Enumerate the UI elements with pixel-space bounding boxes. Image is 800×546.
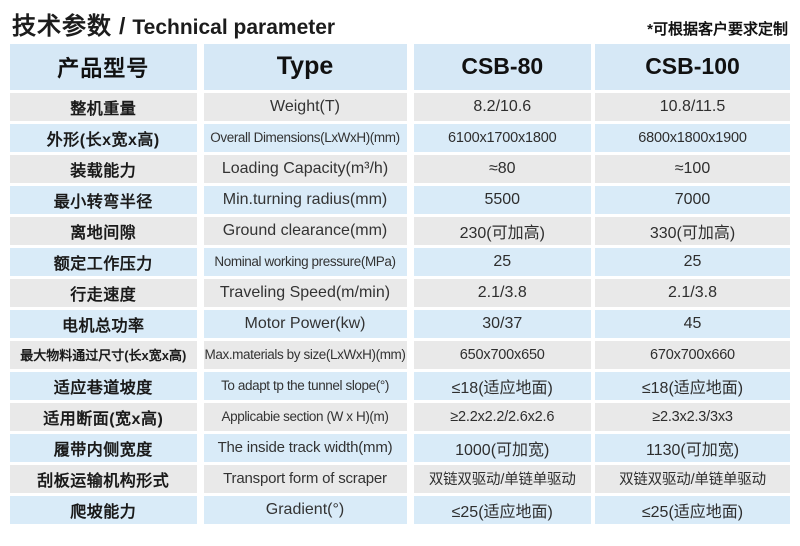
title-separator: / [119,13,126,39]
cell-value-csb-80: 双链双驱动/单链单驱动 [410,463,595,496]
cell-value-csb-100: 25 [593,246,790,279]
cell-parameter-name-cn: 适应巷道坡度 [10,370,204,403]
cell-value-csb-80: 5500 [410,184,595,217]
cell-value-csb-80: 25 [410,246,595,279]
page-title-cn: 技术参数 [12,13,112,40]
cell-value-csb-100: 2.1/3.8 [593,277,790,310]
cell-parameter-name-cn: 适用断面(宽x高) [10,401,204,434]
table-body: 整机重量 Weight(T) 8.2/10.6 10.8/11.5 外形(长x宽x高) O… [10,91,790,527]
cell-value-csb-100: 670x700x660 [593,339,790,372]
cell-parameter-name-cn: 最大物料通过尺寸(长x宽x高) [10,339,204,372]
cell-value-csb-80: ≈80 [410,153,595,186]
header-csb-80: CSB-80 [410,44,595,93]
cell-parameter-name-en: Applicabie section (W x H)(m) [200,401,414,434]
header-product-model: 产品型号 [10,44,204,93]
table-row: 履带内侧宽度 The inside track width(mm) 1000(可加宽… [10,432,790,465]
table-row: 最大物料通过尺寸(长x宽x高) Max.materials by size(LxW… [10,339,790,372]
cell-value-csb-100: ≤18(适应地面) [593,370,790,403]
cell-parameter-name-en: Weight(T) [200,91,414,124]
cell-value-csb-80: 30/37 [410,308,595,341]
table-row: 适用断面(宽x高) Applicabie section (W x H)(m) ≥2… [10,401,790,434]
cell-value-csb-100: ≥2.3x2.3/3x3 [593,401,790,434]
cell-parameter-name-en: Min.turning radius(mm) [200,184,414,217]
table-row: 行走速度 Traveling Speed(m/min) 2.1/3.8 2.1/3.8 [10,277,790,310]
page-title-en: Technical parameter [132,16,336,39]
header-csb-100: CSB-100 [593,44,790,93]
cell-parameter-name-en: Gradient(°) [200,494,414,527]
table-row: 电机总功率 Motor Power(kw) 30/37 45 [10,308,790,341]
cell-parameter-name-cn: 行走速度 [10,277,204,310]
cell-value-csb-100: 双链双驱动/单链单驱动 [593,463,790,496]
cell-value-csb-80: 2.1/3.8 [410,277,595,310]
cell-value-csb-100: ≤25(适应地面) [593,494,790,527]
cell-value-csb-100: ≈100 [593,153,790,186]
cell-value-csb-100: 6800x1800x1900 [593,122,790,155]
cell-parameter-name-en: Nominal working pressure(MPa) [200,246,414,279]
cell-value-csb-80: 8.2/10.6 [410,91,595,124]
cell-value-csb-80: 1000(可加宽) [410,432,595,465]
cell-parameter-name-cn: 最小转弯半径 [10,184,204,217]
cell-value-csb-100: 330(可加高) [593,215,790,248]
cell-parameter-name-cn: 电机总功率 [10,308,204,341]
title-bar: 技术参数 / Technical parameter *可根据客户要求定制 [10,5,790,41]
cell-value-csb-100: 1130(可加宽) [593,432,790,465]
cell-value-csb-80: ≥2.2x2.2/2.6x2.6 [410,401,595,434]
cell-parameter-name-cn: 整机重量 [10,91,204,124]
table-row: 额定工作压力 Nominal working pressure(MPa) 25 25 [10,246,790,279]
cell-parameter-name-en: Motor Power(kw) [200,308,414,341]
cell-value-csb-80: ≤18(适应地面) [410,370,595,403]
cell-value-csb-80: 6100x1700x1800 [410,122,595,155]
header-row: 产品型号 Type CSB-80 CSB-100 [10,44,790,93]
cell-parameter-name-cn: 爬坡能力 [10,494,204,527]
table-row: 刮板运输机构形式 Transport form of scraper 双链双驱动/单… [10,463,790,496]
technical-parameter-table: 产品型号 Type CSB-80 CSB-100 整机重量 Weight(T) 8.… [10,44,790,527]
cell-parameter-name-en: The inside track width(mm) [200,432,414,465]
table-row: 适应巷道坡度 To adapt tp the tunnel slope(°) ≤18… [10,370,790,403]
page-title: 技术参数 / Technical parameter [12,6,335,41]
cell-value-csb-80: 650x700x650 [410,339,595,372]
cell-value-csb-80: 230(可加高) [410,215,595,248]
header-type: Type [200,44,414,93]
cell-parameter-name-cn: 刮板运输机构形式 [10,463,204,496]
table-row: 离地间隙 Ground clearance(mm) 230(可加高) 330(可加高) [10,215,790,248]
cell-parameter-name-cn: 外形(长x宽x高) [10,122,204,155]
cell-parameter-name-cn: 履带内侧宽度 [10,432,204,465]
cell-parameter-name-en: Transport form of scraper [200,463,414,496]
cell-parameter-name-en: Traveling Speed(m/min) [200,277,414,310]
table-row: 整机重量 Weight(T) 8.2/10.6 10.8/11.5 [10,91,790,124]
table-header: 产品型号 Type CSB-80 CSB-100 [10,44,790,93]
cell-parameter-name-cn: 装载能力 [10,153,204,186]
cell-parameter-name-en: Overall Dimensions(LxWxH)(mm) [200,122,414,155]
cell-value-csb-100: 10.8/11.5 [593,91,790,124]
cell-value-csb-80: ≤25(适应地面) [410,494,595,527]
cell-parameter-name-en: To adapt tp the tunnel slope(°) [200,370,414,403]
cell-parameter-name-en: Loading Capacity(m³/h) [200,153,414,186]
cell-parameter-name-en: Max.materials by size(LxWxH)(mm) [200,339,414,372]
table-row: 爬坡能力 Gradient(°) ≤25(适应地面) ≤25(适应地面) [10,494,790,527]
cell-parameter-name-en: Ground clearance(mm) [200,215,414,248]
customization-note: *可根据客户要求定制 [647,21,788,38]
cell-parameter-name-cn: 额定工作压力 [10,246,204,279]
cell-value-csb-100: 7000 [593,184,790,217]
cell-value-csb-100: 45 [593,308,790,341]
cell-parameter-name-cn: 离地间隙 [10,215,204,248]
table-row: 外形(长x宽x高) Overall Dimensions(LxWxH)(mm) 61… [10,122,790,155]
table-row: 最小转弯半径 Min.turning radius(mm) 5500 7000 [10,184,790,217]
table-row: 装载能力 Loading Capacity(m³/h) ≈80 ≈100 [10,153,790,186]
